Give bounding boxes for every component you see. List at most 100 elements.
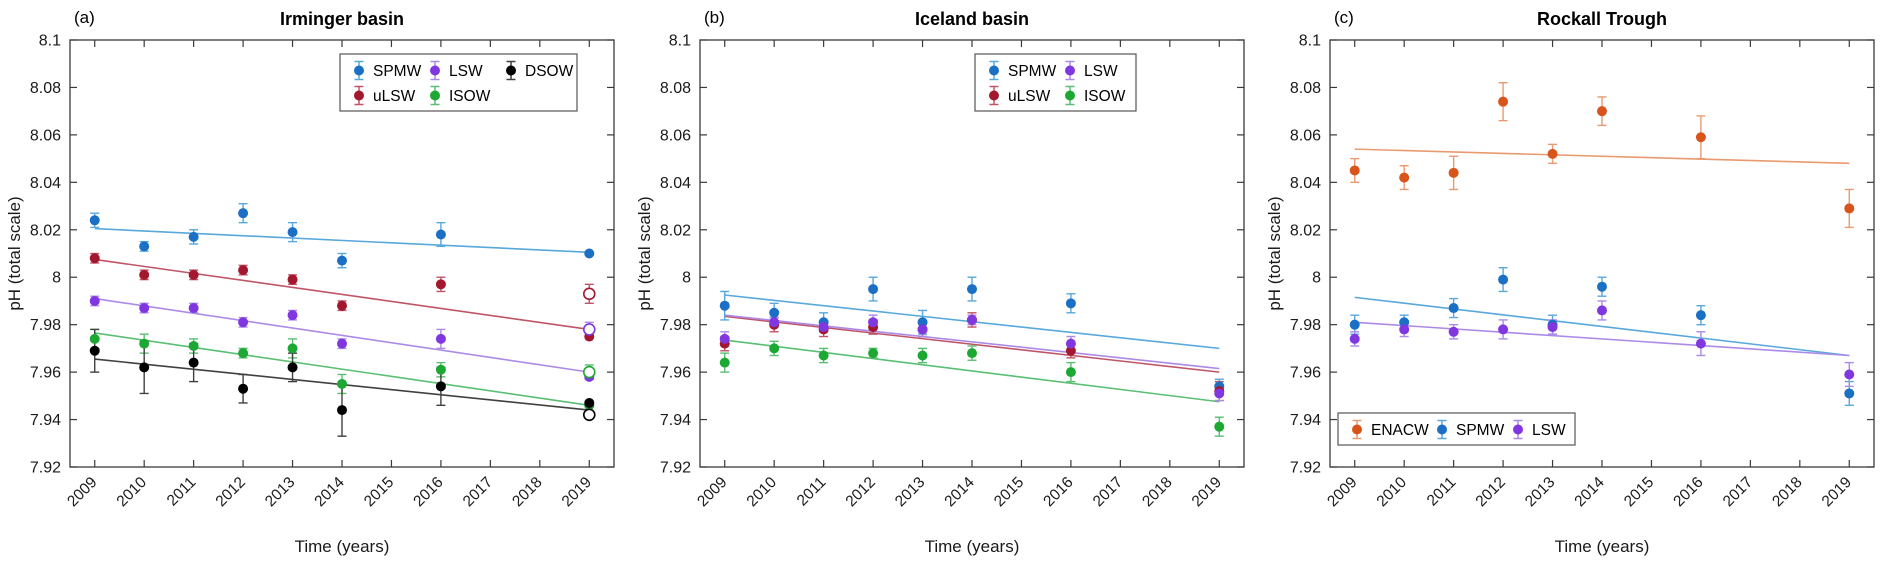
- data-point-spmw: [1399, 317, 1410, 328]
- data-point-spmw: [1065, 298, 1076, 309]
- data-point-dsow: [287, 362, 298, 373]
- trend-line-ulsw: [94, 258, 590, 331]
- legend-label-spmw: SPMW: [1456, 422, 1505, 439]
- data-point-lsw: [188, 303, 199, 314]
- data-point-isow: [967, 348, 977, 359]
- y-tick-label: 7.96: [660, 365, 691, 382]
- y-tick-label: 7.96: [30, 365, 61, 382]
- data-point-lsw: [1597, 305, 1607, 316]
- legend-marker-isow: [1065, 90, 1075, 101]
- legend-label-enacw: ENACW: [1371, 422, 1429, 439]
- y-tick-label: 8.04: [1290, 175, 1321, 192]
- legend-box: [974, 53, 1137, 112]
- y-axis-label: pH (total scale): [5, 196, 24, 310]
- legend-label-spmw: SPMW: [373, 63, 422, 80]
- data-point-lsw: [337, 338, 347, 349]
- data-point-spmw: [868, 284, 879, 295]
- legend-marker-lsw: [430, 65, 440, 76]
- data-point-isow: [238, 348, 249, 359]
- data-point-isow: [89, 333, 100, 344]
- data-point-isow: [139, 338, 150, 349]
- y-tick-label: 7.96: [1290, 365, 1321, 382]
- data-point-lsw: [769, 317, 780, 328]
- data-point-dsow: [188, 357, 199, 368]
- trend-line-ulsw: [724, 315, 1220, 373]
- data-point-lsw: [238, 317, 249, 328]
- data-point-ulsw: [139, 269, 150, 280]
- data-point-spmw: [435, 229, 446, 240]
- data-point-enacw: [1399, 172, 1410, 183]
- y-tick-label: 8.04: [660, 175, 691, 192]
- legend-label-ulsw: uLSW: [1008, 88, 1051, 105]
- y-tick-label: 7.92: [660, 460, 691, 477]
- y-axis-label: pH (total scale): [635, 196, 654, 310]
- data-point-open-lsw: [582, 323, 596, 336]
- data-point-lsw: [818, 322, 829, 333]
- data-point-spmw: [287, 227, 298, 238]
- data-point-isow: [917, 350, 928, 361]
- data-point-lsw: [967, 314, 977, 325]
- data-point-spmw: [337, 255, 347, 266]
- legend-marker-isow: [430, 90, 440, 101]
- y-tick-label: 7.92: [30, 460, 61, 477]
- trend-line-lsw: [1354, 321, 1850, 357]
- data-point-lsw: [1695, 338, 1706, 349]
- y-tick-label: 8.06: [1290, 127, 1321, 144]
- data-point-spmw: [1844, 388, 1855, 399]
- legend-marker-ulsw: [989, 90, 999, 101]
- panel-irminger-basin: 2009 2010 2011 2012 2013 2014 2015 2016 2017 2018…: [0, 0, 630, 570]
- panel-rockall-trough: 2009 2010 2011 2012 2013 2014 2015 2016 2017 2018…: [1260, 0, 1890, 570]
- data-point-enacw: [1547, 148, 1558, 159]
- data-point-spmw: [188, 231, 199, 242]
- y-tick-label: 8.06: [660, 127, 691, 144]
- trend-line-lsw: [94, 297, 590, 373]
- legend-label-lsw: LSW: [1084, 63, 1118, 80]
- y-tick-label: 7.98: [660, 317, 691, 334]
- y-tick-label: 7.98: [1290, 317, 1321, 334]
- trend-line-isow: [94, 332, 590, 407]
- data-point-isow: [337, 378, 347, 389]
- data-point-enacw: [1349, 165, 1360, 176]
- y-tick-label: 8: [1312, 270, 1321, 287]
- y-tick-label: 8: [682, 270, 691, 287]
- legend-label-ulsw: uLSW: [373, 88, 416, 105]
- legend-marker-ulsw: [354, 90, 364, 101]
- panel-letter-label: (b): [704, 8, 725, 27]
- data-point-lsw: [1065, 338, 1076, 349]
- data-point-lsw: [89, 295, 100, 306]
- data-point-isow: [188, 341, 199, 352]
- data-point-enacw: [1597, 106, 1607, 117]
- legend-box: [1337, 412, 1576, 446]
- panel-letter-label: (c): [1334, 8, 1354, 27]
- data-point-spmw: [917, 317, 928, 328]
- data-point-lsw: [435, 333, 446, 344]
- data-point-lsw: [139, 303, 150, 314]
- y-tick-label: 8.04: [30, 175, 61, 192]
- data-point-ulsw: [435, 279, 446, 290]
- data-point-dsow: [238, 383, 249, 394]
- data-point-ulsw: [188, 269, 199, 280]
- y-tick-label: 8.08: [30, 80, 61, 97]
- legend-marker-spmw: [989, 65, 999, 76]
- data-point-spmw: [1498, 274, 1509, 285]
- trend-line-spmw: [94, 227, 590, 254]
- data-point-spmw: [89, 215, 100, 226]
- panel-letter-label: (a): [74, 8, 95, 27]
- data-point-enacw: [1498, 96, 1509, 107]
- iceland-basin-chart: 2009 2010 2011 2012 2013 2014 2015 2016 2017 2018…: [630, 0, 1260, 570]
- legend-marker-lsw: [1513, 424, 1523, 435]
- data-point-spmw: [238, 208, 249, 219]
- data-point-isow: [1065, 367, 1076, 378]
- trend-line-enacw: [1354, 148, 1850, 165]
- data-point-spmw: [139, 241, 150, 252]
- legend-box: [339, 53, 578, 112]
- data-point-spmw: [1695, 310, 1706, 321]
- panel-background: [1260, 0, 1890, 570]
- data-point-lsw: [917, 324, 928, 335]
- panel-background: [630, 0, 1260, 570]
- y-tick-label: 8.02: [30, 222, 61, 239]
- legend-marker-spmw: [1437, 424, 1447, 435]
- data-point-lsw: [1498, 324, 1509, 335]
- y-tick-label: 8.08: [1290, 80, 1321, 97]
- data-point-spmw: [967, 284, 977, 295]
